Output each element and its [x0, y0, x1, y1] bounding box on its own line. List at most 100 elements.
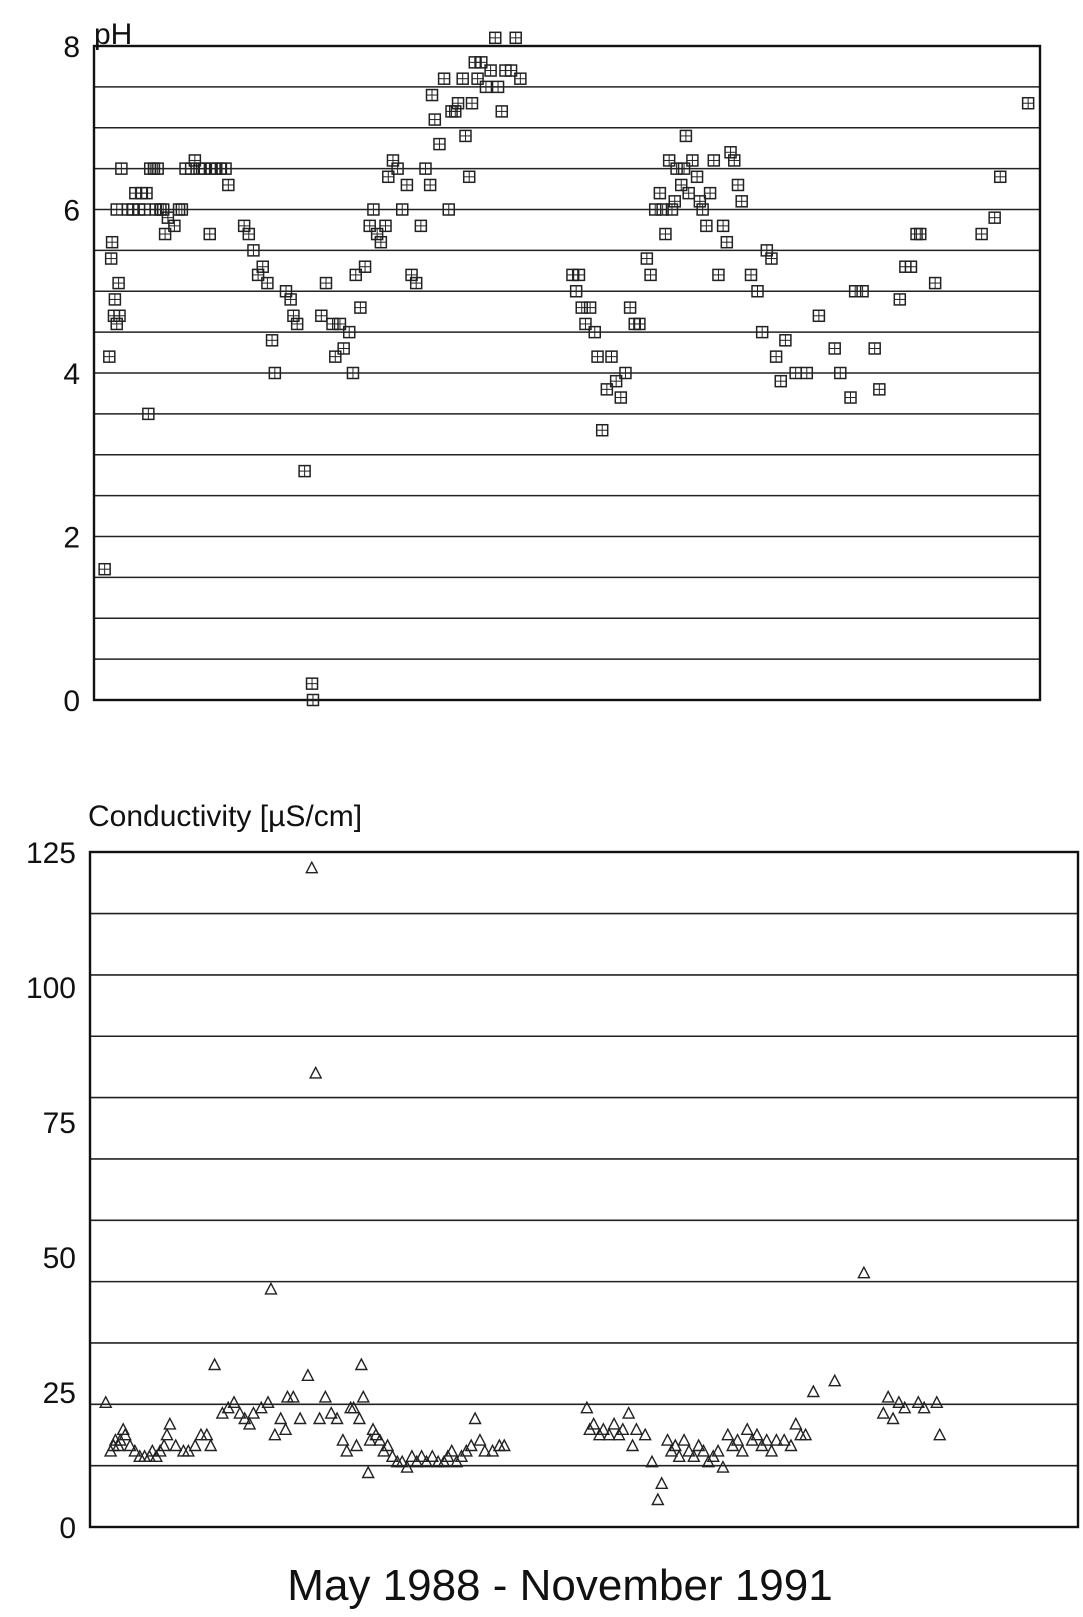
conductivity-point	[580, 1400, 594, 1414]
ph-point	[623, 301, 637, 314]
conductivity-point	[324, 1406, 338, 1419]
ph-point	[716, 219, 730, 233]
ph-point	[731, 178, 745, 192]
ph-point	[675, 178, 688, 192]
ph-point	[769, 350, 783, 363]
conductivity-y-tick-label: 50	[43, 1242, 76, 1275]
conductivity-y-axis-label: Conductivity [µS/cm]	[88, 800, 362, 833]
conductivity-point	[497, 1438, 511, 1452]
conductivity-point	[677, 1433, 691, 1446]
ph-point	[374, 235, 388, 249]
ph-point	[644, 268, 657, 282]
ph-point	[305, 677, 319, 690]
ph-point	[168, 219, 181, 233]
conductivity-y-tick-label: 75	[43, 1107, 76, 1140]
ph-point	[342, 325, 356, 339]
conductivity-point	[414, 1449, 429, 1462]
ph-point	[103, 350, 116, 363]
ph-point	[914, 227, 927, 241]
ph-point	[367, 203, 380, 216]
conductivity-point	[349, 1438, 364, 1452]
conductivity-point	[607, 1416, 621, 1430]
ph-point	[779, 334, 792, 347]
conductivity-point	[769, 1433, 784, 1446]
ph-point	[346, 366, 360, 380]
ph-point	[475, 56, 488, 69]
ph-point	[677, 162, 691, 175]
ph-point	[442, 203, 455, 216]
conductivity-point	[602, 1427, 616, 1441]
conductivity-plot-frame	[88, 850, 1080, 1529]
conductivity-point	[806, 1384, 820, 1398]
ph-point	[110, 203, 123, 216]
ph-point	[279, 285, 293, 298]
ph-point	[349, 268, 362, 282]
ph-point	[290, 317, 304, 331]
ph-point	[640, 252, 654, 265]
conductivity-point	[672, 1449, 686, 1462]
ph-point	[247, 244, 260, 257]
ph-point	[287, 309, 300, 323]
ph-point	[868, 342, 881, 355]
conductivity-point	[711, 1443, 725, 1457]
ph-point	[319, 276, 333, 290]
ph-point	[696, 203, 709, 216]
ph-point	[993, 170, 1007, 184]
ph-point	[423, 178, 437, 192]
ph-point	[619, 366, 632, 380]
ph-point	[161, 211, 175, 224]
conductivity-point	[293, 1411, 307, 1425]
ph-point	[834, 366, 847, 380]
conductivity-point	[200, 1427, 214, 1441]
conductivity-point	[188, 1438, 202, 1452]
conductivity-point	[361, 1465, 375, 1479]
ph-point	[437, 72, 451, 85]
ph-point	[175, 203, 189, 216]
conductivity-point	[655, 1476, 669, 1489]
conductivity-point	[621, 1406, 636, 1419]
ph-point	[975, 227, 988, 241]
ph-point	[414, 219, 428, 233]
conductivity-point	[330, 1411, 344, 1425]
ph-point	[242, 227, 256, 241]
ph-point	[188, 154, 202, 167]
ph-point	[237, 219, 251, 233]
ph-point	[409, 276, 423, 290]
ph-point	[514, 72, 527, 85]
conductivity-point	[373, 1433, 387, 1446]
ph-point	[904, 260, 918, 273]
conductivity-point	[123, 1438, 137, 1452]
ph-point	[151, 162, 164, 175]
ph-point	[219, 162, 232, 175]
ph-point	[765, 252, 778, 265]
conductivity-point	[587, 1416, 601, 1430]
ph-point	[693, 195, 707, 208]
conductivity-point	[735, 1443, 750, 1457]
ph-point	[354, 301, 367, 314]
ph-point	[203, 227, 216, 241]
conductivity-point	[309, 1065, 323, 1079]
ph-point	[659, 227, 672, 241]
ph-point	[720, 235, 734, 249]
ph-point	[379, 219, 392, 233]
ph-point	[396, 203, 409, 216]
ph-point	[844, 391, 857, 404]
ph-point	[491, 80, 505, 94]
ph-point	[712, 268, 725, 282]
ph-y-tick-label: 8	[63, 31, 80, 64]
ph-point	[686, 154, 699, 167]
ph-point	[315, 309, 328, 323]
conductivity-point	[99, 1395, 113, 1408]
conductivity-point	[645, 1454, 659, 1468]
ph-point	[451, 96, 465, 110]
conductivity-point	[898, 1400, 912, 1414]
ph-point	[456, 72, 469, 85]
ph-point	[261, 276, 274, 290]
conductivity-point	[691, 1438, 706, 1452]
ph-point	[735, 195, 748, 208]
conductivity-point	[886, 1411, 900, 1425]
ph-point	[579, 317, 592, 331]
ph-point	[391, 162, 404, 175]
ph-point	[465, 96, 479, 110]
ph-point	[405, 268, 418, 282]
